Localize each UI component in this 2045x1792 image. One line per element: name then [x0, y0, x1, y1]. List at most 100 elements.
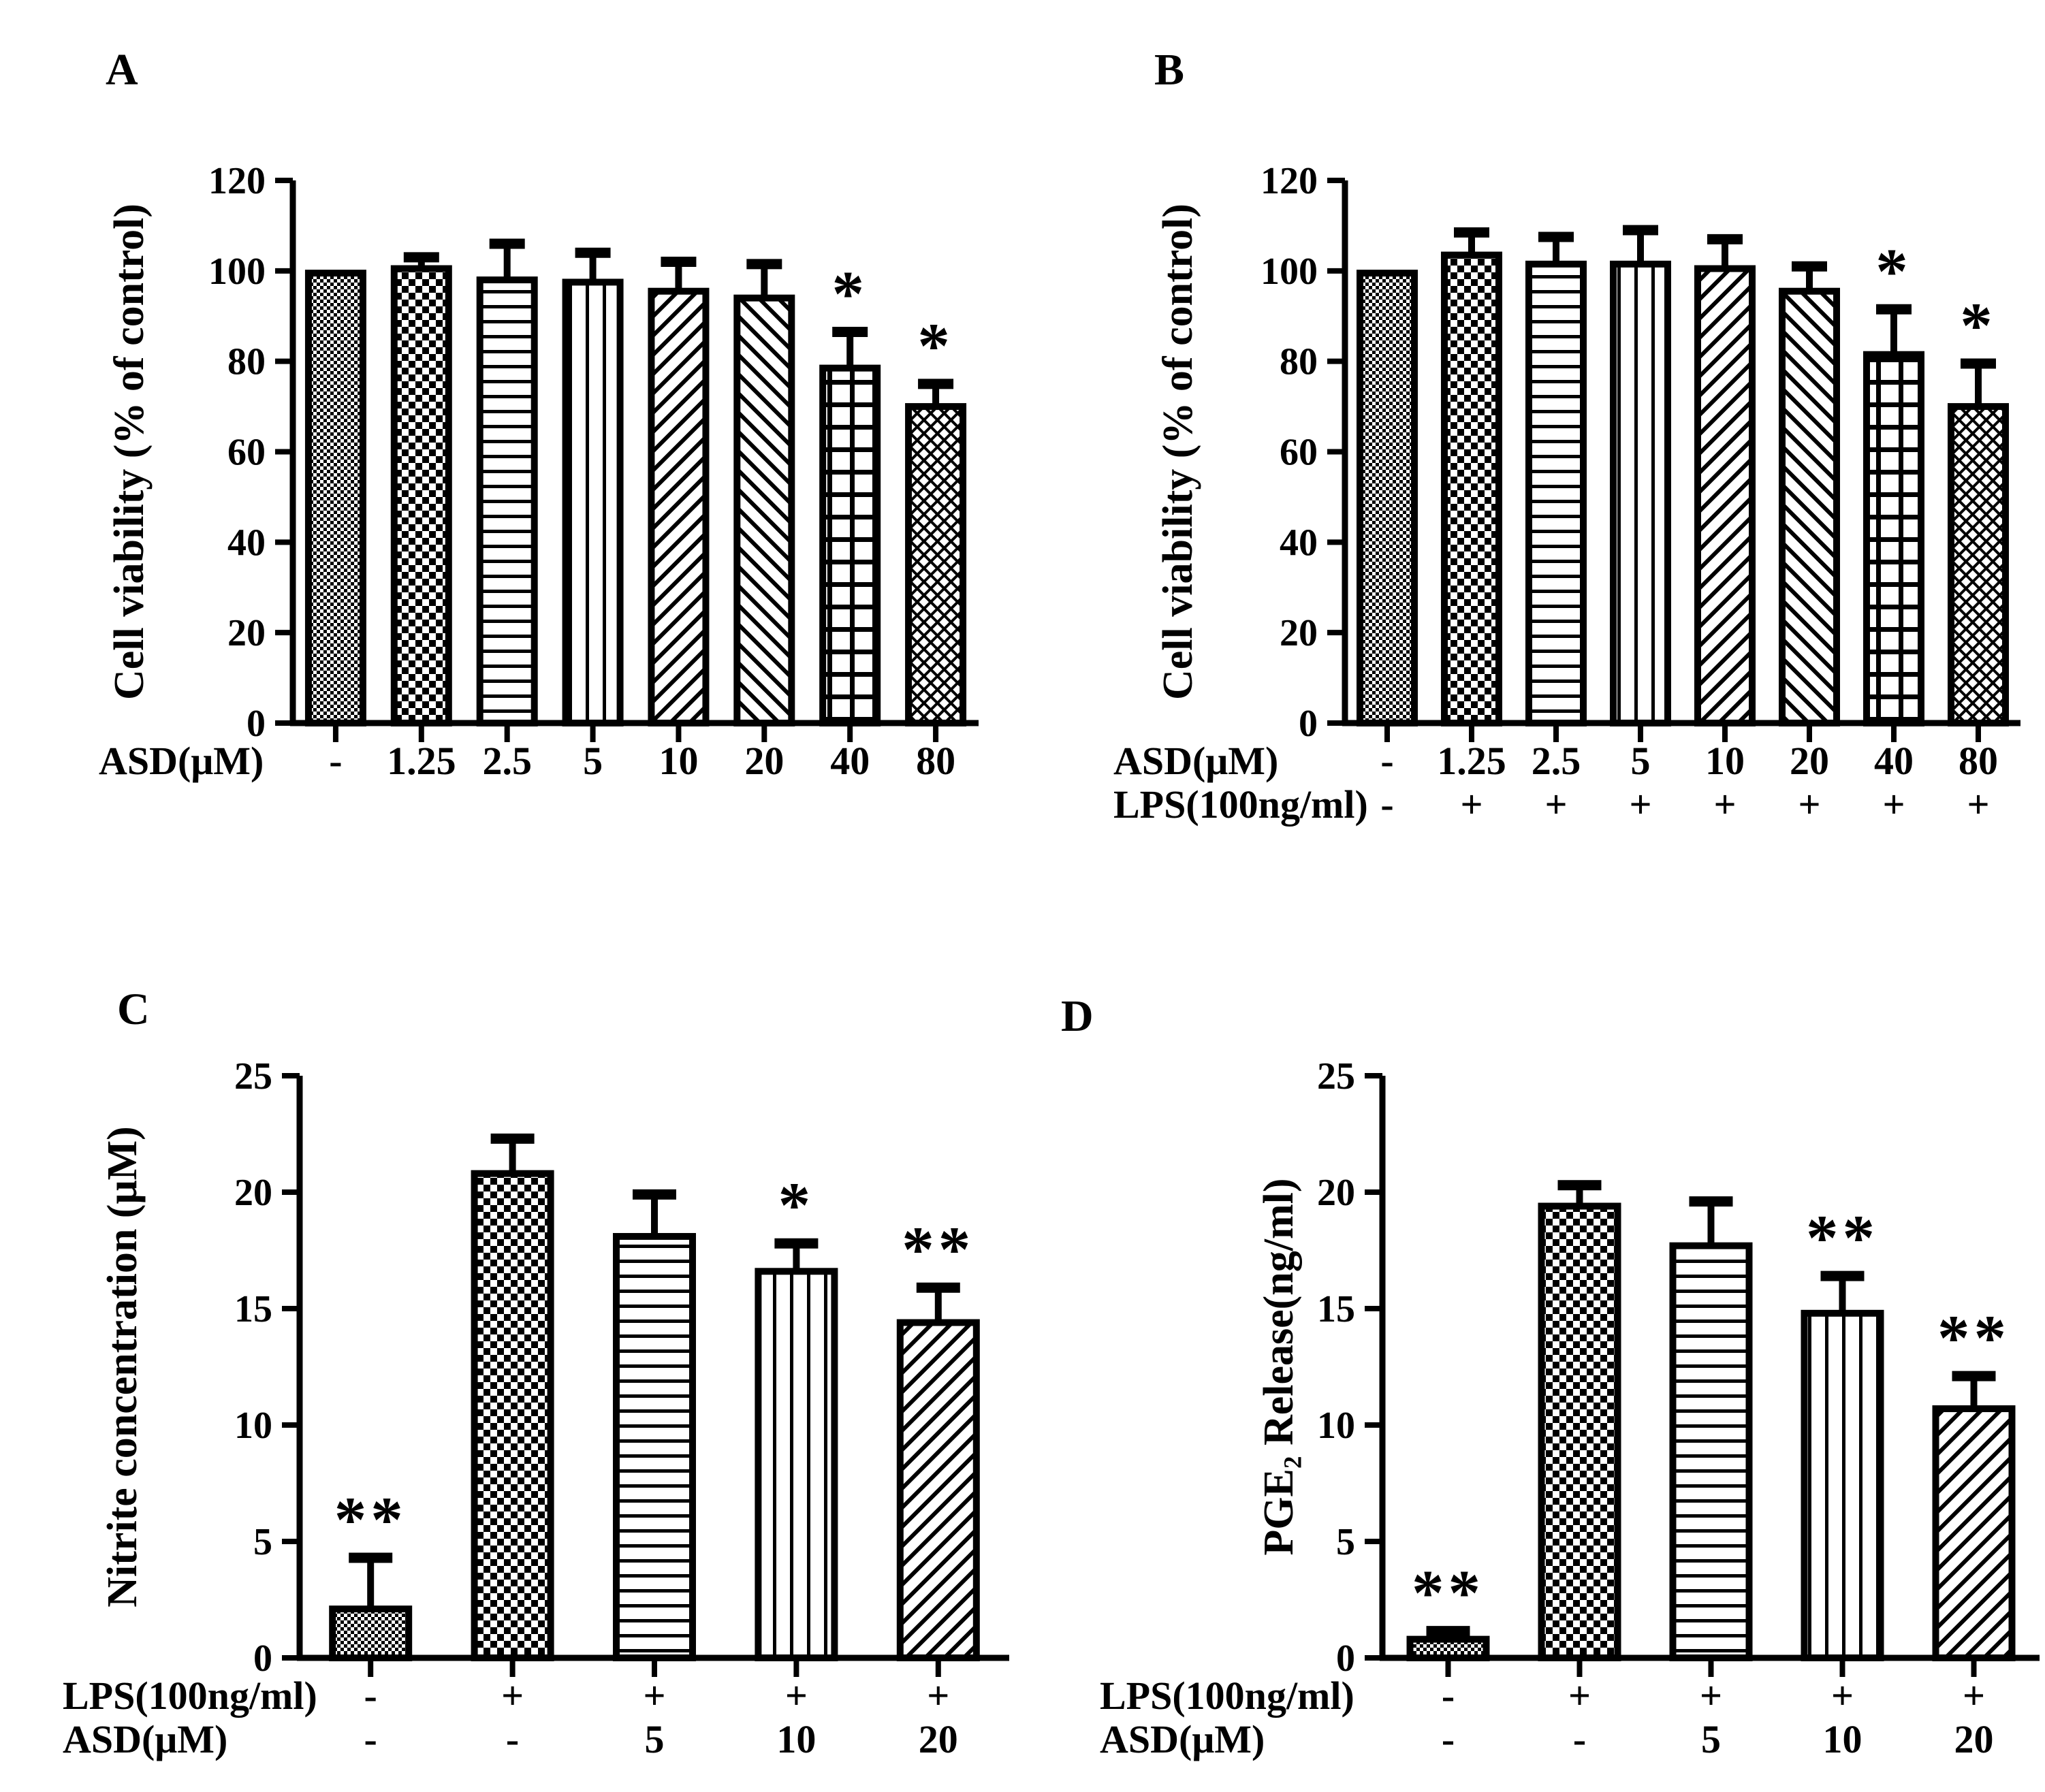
y-tick-label: 20 [1280, 612, 1318, 654]
x-row-value: 10 [1823, 1717, 1862, 1761]
bar [562, 278, 624, 726]
x-row-value: + [1831, 1674, 1854, 1718]
x-row-value: 5 [1701, 1717, 1721, 1761]
y-tick-label: 80 [1280, 341, 1318, 383]
y-tick-label: 100 [1261, 251, 1318, 293]
panel-B-letter: B [1154, 45, 1185, 95]
x-row-value: - [1380, 739, 1393, 783]
x-row-header: LPS(100ng/ml) [1100, 1674, 1354, 1718]
y-tick-label: 0 [247, 703, 266, 745]
bar [1779, 287, 1840, 726]
bar [648, 287, 710, 726]
x-row-value: - [364, 1717, 377, 1761]
x-row-value: 10 [1705, 739, 1745, 783]
y-tick-label: 15 [234, 1288, 272, 1330]
x-row-value: + [785, 1674, 808, 1718]
y-tick-label: 20 [227, 612, 266, 654]
bar [1948, 403, 2009, 726]
bar [755, 1268, 838, 1661]
bar [1863, 351, 1924, 726]
bar [1525, 260, 1587, 726]
y-tick-label: 10 [1317, 1405, 1355, 1447]
bar [905, 403, 967, 726]
y-tick-label: 100 [208, 251, 266, 293]
y-tick-label: 10 [234, 1405, 272, 1447]
y-tick-label: 5 [253, 1521, 272, 1563]
significance-stars: * [1875, 235, 1912, 307]
chart-cell-viability-asd: 0 20 40 60 80 100 120 Cell viability (% of cont… [99, 160, 979, 783]
significance-stars: * [778, 1169, 815, 1241]
x-row-header: ASD(μM) [1113, 739, 1278, 783]
significance-stars: * [831, 257, 868, 330]
x-row-value: + [1544, 782, 1567, 827]
y-tick-label: 15 [1317, 1288, 1355, 1330]
y-tick-label: 80 [227, 341, 266, 383]
panel-C: C 0 5 10 15 20 25 Nitrite concentration (μM) **… [41, 960, 1035, 1792]
y-tick-label: 0 [1299, 703, 1318, 745]
x-row-value: 2.5 [482, 739, 532, 783]
x-row-value: 5 [583, 739, 603, 783]
x-row-value: + [1629, 782, 1651, 827]
bar [304, 270, 366, 726]
bar [1538, 1202, 1621, 1661]
panel-D: D 0 5 10 15 20 25 PGE₂ Release(ng/ml) ** ** ** LPS… [1042, 960, 2045, 1792]
y-tick-label: 0 [1336, 1637, 1355, 1680]
x-row-value: 1.25 [1437, 739, 1506, 783]
x-row-header: ASD(μM) [1100, 1717, 1265, 1761]
panel-D-letter: D [1061, 991, 1094, 1041]
panel-B: B 0 20 40 60 80 100 120 Cell viability (% of co… [1090, 20, 2043, 906]
x-row-value: 20 [744, 739, 784, 783]
x-row-value: + [1967, 782, 1989, 827]
bar [471, 1170, 554, 1661]
bar [613, 1232, 696, 1662]
bar [476, 276, 538, 727]
y-tick-label: 60 [1280, 432, 1318, 474]
x-row-value: - [1442, 1717, 1455, 1761]
y-axis-title: Nitrite concentration (μM) [99, 1126, 146, 1607]
x-row-value: + [1713, 782, 1736, 827]
y-tick-label: 120 [1261, 160, 1318, 202]
x-row-value: - [506, 1717, 519, 1761]
bar [329, 1605, 413, 1661]
x-row-value: 2.5 [1532, 739, 1581, 783]
x-row-value: - [1442, 1674, 1455, 1718]
x-row-value: 20 [919, 1717, 958, 1761]
bar [1610, 260, 1671, 726]
x-row-value: 20 [1790, 739, 1829, 783]
x-row-value: 5 [1631, 739, 1651, 783]
y-tick-label: 20 [234, 1172, 272, 1214]
y-tick-label: 40 [227, 522, 266, 564]
x-row-value: + [1700, 1674, 1722, 1718]
x-row-value: + [1963, 1674, 1985, 1718]
significance-stars: ** [1937, 1302, 2010, 1374]
bar [1357, 270, 1418, 726]
bar [390, 265, 452, 726]
bar [819, 364, 881, 727]
significance-stars: ** [1412, 1557, 1485, 1629]
x-row-header: LPS(100ng/ml) [63, 1674, 317, 1718]
x-row-value: - [329, 739, 342, 783]
chart-cell-viability-asd-lps: 0 20 40 60 80 100 120 Cell viability (% of cont… [1113, 160, 2020, 827]
y-tick-label: 60 [227, 432, 266, 474]
significance-stars: ** [1806, 1202, 1879, 1274]
x-row-value: + [501, 1674, 524, 1718]
bar [1801, 1309, 1884, 1662]
x-row-value: 20 [1954, 1717, 1994, 1761]
x-row-header: LPS(100ng/ml) [1113, 782, 1368, 827]
chart-pge2-release: 0 5 10 15 20 25 PGE₂ Release(ng/ml) ** ** ** LPS(1… [1100, 1055, 2040, 1761]
x-row-value: 10 [776, 1717, 816, 1761]
x-row-value: 40 [1874, 739, 1914, 783]
x-row-value: 1.25 [387, 739, 456, 783]
y-axis-title: Cell viability (% of control) [1155, 204, 1201, 700]
x-row-header: ASD(μM) [63, 1717, 227, 1761]
significance-stars: ** [334, 1484, 407, 1556]
x-row-value: + [927, 1674, 949, 1718]
x-row-value: - [1573, 1717, 1586, 1761]
x-row-value: + [1798, 782, 1820, 827]
x-row-value: 80 [1959, 739, 1998, 783]
significance-stars: * [1960, 289, 1997, 362]
y-axis-title: PGE₂ Release(ng/ml) [1256, 1178, 1302, 1555]
x-row-value: + [1460, 782, 1483, 827]
bar [1406, 1635, 1490, 1662]
